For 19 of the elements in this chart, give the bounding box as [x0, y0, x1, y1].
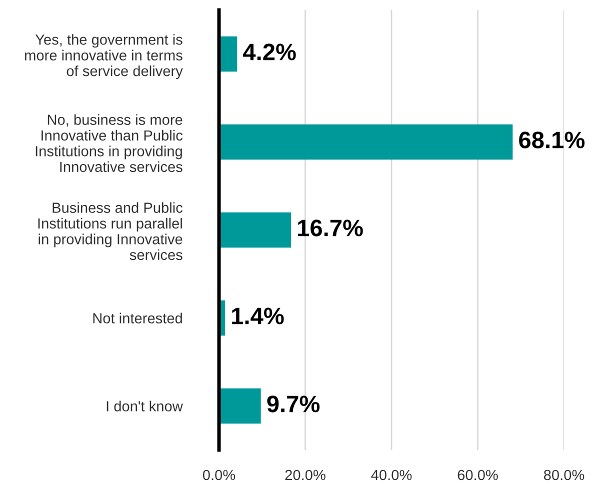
- bar: [219, 36, 238, 72]
- y-tick-label: I don't know: [106, 400, 183, 412]
- bar: [219, 124, 513, 160]
- y-tick-label: Yes, the government is more innovative in terms of service delivery: [25, 34, 183, 80]
- bar: [219, 212, 292, 248]
- y-tick-label: Business and Public Institutions run parallel in providing Innovative services: [38, 202, 183, 260]
- y-tick-label: No, business is more Innovative than Public Institutions in providing Innovative services: [36, 114, 183, 172]
- x-tick-label: 80.0%: [544, 470, 584, 480]
- x-tick-label: 60.0%: [458, 470, 498, 480]
- x-tick-label: 0.0%: [202, 470, 236, 480]
- x-tick-label: 20.0%: [285, 470, 326, 480]
- data-label: 16.7%: [298, 220, 363, 236]
- y-tick-label: Not interested: [93, 312, 182, 324]
- data-label: 1.4%: [232, 308, 284, 324]
- bar: [219, 388, 261, 424]
- data-label: 68.1%: [519, 132, 585, 148]
- data-label: 4.2%: [243, 44, 296, 60]
- data-label: 9.7%: [267, 396, 320, 412]
- x-tick-label: 40.0%: [371, 470, 412, 480]
